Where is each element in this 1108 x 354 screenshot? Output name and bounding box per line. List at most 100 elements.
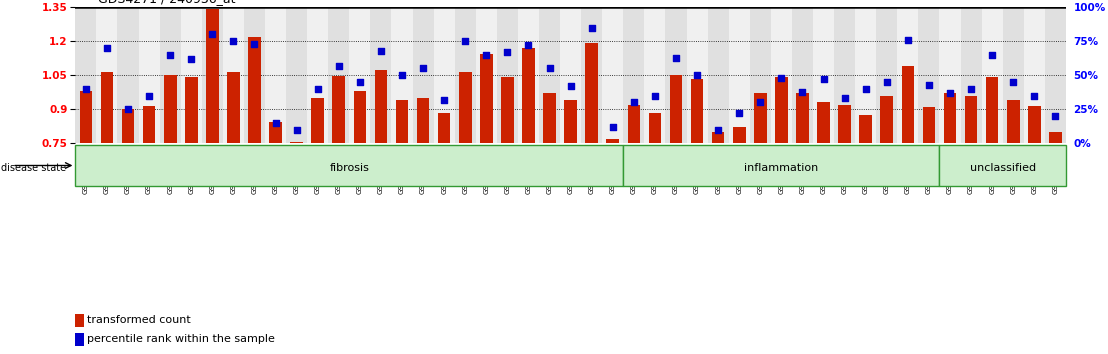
Bar xyxy=(307,7,328,143)
Point xyxy=(899,37,916,42)
Bar xyxy=(1049,132,1061,143)
Bar xyxy=(876,7,897,143)
Bar xyxy=(839,105,851,143)
Point xyxy=(709,127,727,132)
Bar xyxy=(797,93,809,143)
Point xyxy=(309,86,327,92)
Point xyxy=(835,96,853,101)
Point xyxy=(983,52,1001,58)
Bar xyxy=(475,7,496,143)
Text: inflammation: inflammation xyxy=(745,162,819,172)
Text: transformed count: transformed count xyxy=(88,315,191,325)
Point xyxy=(604,124,622,130)
Point xyxy=(183,56,201,62)
Text: disease state: disease state xyxy=(1,162,66,172)
Bar xyxy=(940,145,1066,186)
Bar xyxy=(328,7,349,143)
Point xyxy=(962,86,979,92)
Bar xyxy=(860,115,872,143)
Bar xyxy=(75,145,624,186)
Bar xyxy=(223,7,244,143)
Text: percentile rank within the sample: percentile rank within the sample xyxy=(88,335,275,344)
Point xyxy=(499,49,516,55)
Point xyxy=(141,93,158,98)
Point xyxy=(793,89,811,95)
Bar xyxy=(1028,106,1040,143)
Bar xyxy=(711,132,725,143)
Bar xyxy=(164,75,176,143)
Point xyxy=(162,52,179,58)
Bar xyxy=(248,36,260,143)
Bar xyxy=(311,98,324,143)
Bar xyxy=(606,139,619,143)
Bar xyxy=(96,7,117,143)
Bar xyxy=(80,91,92,143)
Bar xyxy=(75,333,84,346)
Bar xyxy=(624,7,645,143)
Bar xyxy=(143,106,155,143)
Bar xyxy=(522,48,535,143)
Bar xyxy=(1007,100,1019,143)
Bar xyxy=(965,96,977,143)
Bar xyxy=(101,72,113,143)
Bar xyxy=(708,7,729,143)
Bar xyxy=(1003,7,1024,143)
Bar xyxy=(776,78,788,143)
Point xyxy=(456,38,474,44)
Bar xyxy=(543,93,556,143)
Text: unclassified: unclassified xyxy=(970,162,1036,172)
Point xyxy=(120,107,137,112)
Bar xyxy=(412,7,433,143)
Bar xyxy=(961,7,982,143)
Bar xyxy=(923,107,935,143)
Bar xyxy=(438,113,451,143)
Text: fibrosis: fibrosis xyxy=(329,162,369,172)
Bar xyxy=(185,78,197,143)
Bar xyxy=(1045,7,1066,143)
Point xyxy=(646,93,664,98)
Bar xyxy=(648,113,661,143)
Bar xyxy=(603,7,624,143)
Point xyxy=(393,73,411,78)
Bar xyxy=(687,7,708,143)
Point xyxy=(667,55,685,60)
Point xyxy=(414,65,432,71)
Bar xyxy=(370,7,391,143)
Bar xyxy=(940,7,961,143)
Point xyxy=(941,90,958,96)
Point xyxy=(688,73,706,78)
Bar xyxy=(792,7,813,143)
Point xyxy=(772,75,790,81)
Bar xyxy=(459,72,472,143)
Bar xyxy=(290,142,302,143)
Point xyxy=(372,48,390,53)
Bar xyxy=(919,7,940,143)
Bar xyxy=(265,7,286,143)
Point xyxy=(541,65,558,71)
Bar xyxy=(771,7,792,143)
Bar xyxy=(881,96,893,143)
Point xyxy=(1046,113,1064,119)
Bar xyxy=(538,7,560,143)
Bar xyxy=(332,76,345,143)
Bar xyxy=(160,7,181,143)
Point xyxy=(1004,79,1022,85)
Point xyxy=(751,100,769,105)
Point xyxy=(225,38,243,44)
Bar xyxy=(181,7,202,143)
Bar xyxy=(286,7,307,143)
Point xyxy=(78,86,95,92)
Bar xyxy=(753,93,767,143)
Bar xyxy=(75,7,96,143)
Bar xyxy=(269,122,281,143)
Bar xyxy=(202,7,223,143)
Bar xyxy=(944,93,956,143)
Bar xyxy=(117,7,138,143)
Bar xyxy=(1024,7,1045,143)
Point xyxy=(1025,93,1043,98)
Bar xyxy=(349,7,370,143)
Bar xyxy=(982,7,1003,143)
Point xyxy=(730,110,748,116)
Bar xyxy=(902,66,914,143)
Point xyxy=(435,97,453,103)
